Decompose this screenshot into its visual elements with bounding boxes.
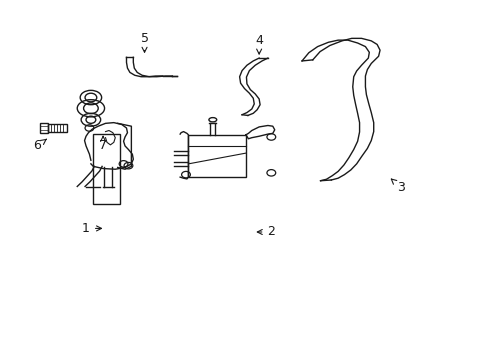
- Text: 1: 1: [82, 222, 102, 235]
- Bar: [93, 134, 120, 204]
- Text: 7: 7: [99, 136, 107, 152]
- Text: 5: 5: [140, 32, 148, 52]
- Text: 6: 6: [33, 139, 46, 152]
- Bar: [40, 123, 48, 134]
- Bar: [188, 135, 245, 177]
- Text: 2: 2: [257, 225, 275, 238]
- Text: 4: 4: [255, 33, 263, 54]
- Text: 3: 3: [390, 179, 404, 194]
